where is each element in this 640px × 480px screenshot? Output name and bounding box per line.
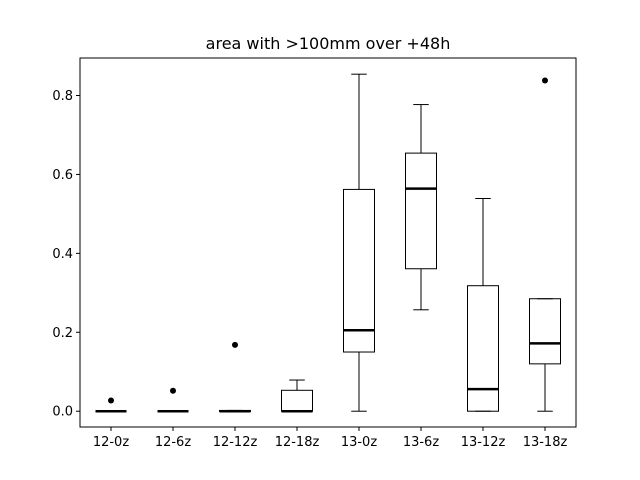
y-tick-label: 0.8 <box>52 89 73 104</box>
outlier-point <box>108 397 114 404</box>
y-tick-label: 0.2 <box>52 326 73 341</box>
box-group-12-0z <box>95 397 127 413</box>
x-tick-label: 13-18z <box>523 435 568 450</box>
x-tick-label: 12-0z <box>93 435 130 450</box>
plot-frame <box>79 57 577 428</box>
boxes-layer <box>95 73 561 413</box>
box-group-13-12z <box>467 197 499 412</box>
box-body <box>529 298 561 365</box>
box-body <box>281 389 313 412</box>
x-axis: 12-0z 12-6z 12-12z 12-18z 13-0z 13-6z 13-12z 13… <box>93 427 568 450</box>
x-tick-label: 12-18z <box>275 435 320 450</box>
y-tick-label: 0.6 <box>52 168 73 183</box>
box-group-13-18z <box>529 77 561 412</box>
box-group-12-18z <box>281 379 313 413</box>
x-tick-label: 12-12z <box>213 435 258 450</box>
box-body <box>343 188 375 353</box>
y-axis: 0.0 0.2 0.4 0.6 0.8 <box>52 89 80 420</box>
y-tick-label: 0.4 <box>52 247 73 262</box>
x-tick-label: 13-0z <box>341 435 378 450</box>
box-body <box>467 285 499 412</box>
box-body <box>405 152 437 270</box>
box-group-12-12z <box>219 341 251 413</box>
x-tick-label: 12-6z <box>155 435 192 450</box>
x-tick-label: 13-6z <box>403 435 440 450</box>
box-group-13-6z <box>405 104 437 311</box>
x-tick-label: 13-12z <box>461 435 506 450</box>
y-tick-label: 0.0 <box>52 405 73 420</box>
box-group-12-6z <box>157 387 189 413</box>
outlier-point <box>170 387 176 394</box>
outlier-point <box>232 341 238 348</box>
chart-title: area with >100mm over +48h <box>206 34 451 53</box>
outlier-point <box>542 77 548 84</box>
box-group-13-0z <box>343 73 375 412</box>
